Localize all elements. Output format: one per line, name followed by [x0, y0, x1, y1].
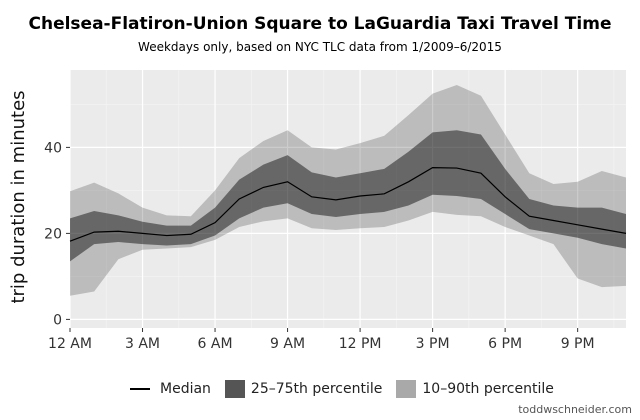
legend-label-p10-90: 10–90th percentile [422, 381, 554, 397]
x-tick-label: 6 PM [488, 336, 522, 352]
chart-subtitle: Weekdays only, based on NYC TLC data fro… [138, 40, 502, 54]
gridlines [69, 70, 626, 328]
x-tick-label: 9 AM [270, 336, 305, 352]
x-tick-label: 3 PM [416, 336, 450, 352]
y-axis-label: trip duration in minutes [8, 90, 29, 303]
x-tick-label: 12 AM [48, 336, 92, 352]
x-tick-label: 12 PM [339, 336, 382, 352]
chart-title: Chelsea-Flatiron-Union Square to LaGuard… [28, 14, 612, 34]
lines [69, 167, 627, 242]
median-line [69, 167, 627, 242]
legend-item-iqr: 25–75th percentile [224, 380, 383, 398]
legend-item-median: Median [130, 381, 211, 397]
y-axis: 0 20 40 [44, 140, 70, 328]
bands [70, 85, 626, 296]
x-tick-label: 3 AM [125, 336, 160, 352]
legend-item-p10-90: 10–90th percentile [396, 380, 554, 398]
band-25-75-percentile [70, 130, 626, 262]
legend-label-median: Median [160, 381, 211, 397]
y-tick-label: 40 [44, 140, 62, 156]
legend: Median 25–75th percentile 10–90th percen… [130, 380, 568, 398]
plot-panel [70, 70, 626, 328]
x-tick-label: 9 PM [561, 336, 595, 352]
x-tick-label: 6 AM [198, 336, 233, 352]
x-axis: 12 AM 3 AM 6 AM 9 AM 12 PM 3 PM 6 PM 9 PM [48, 328, 595, 352]
y-tick-label: 0 [53, 312, 62, 328]
legend-label-iqr: 25–75th percentile [250, 381, 383, 397]
legend-swatch-iqr [224, 380, 245, 398]
band-10-90-percentile [70, 85, 626, 296]
legend-swatch-median [130, 388, 150, 390]
credit-text: toddwschneider.com [518, 403, 632, 416]
legend-swatch-p10-90 [396, 380, 417, 398]
y-tick-label: 20 [44, 226, 62, 242]
